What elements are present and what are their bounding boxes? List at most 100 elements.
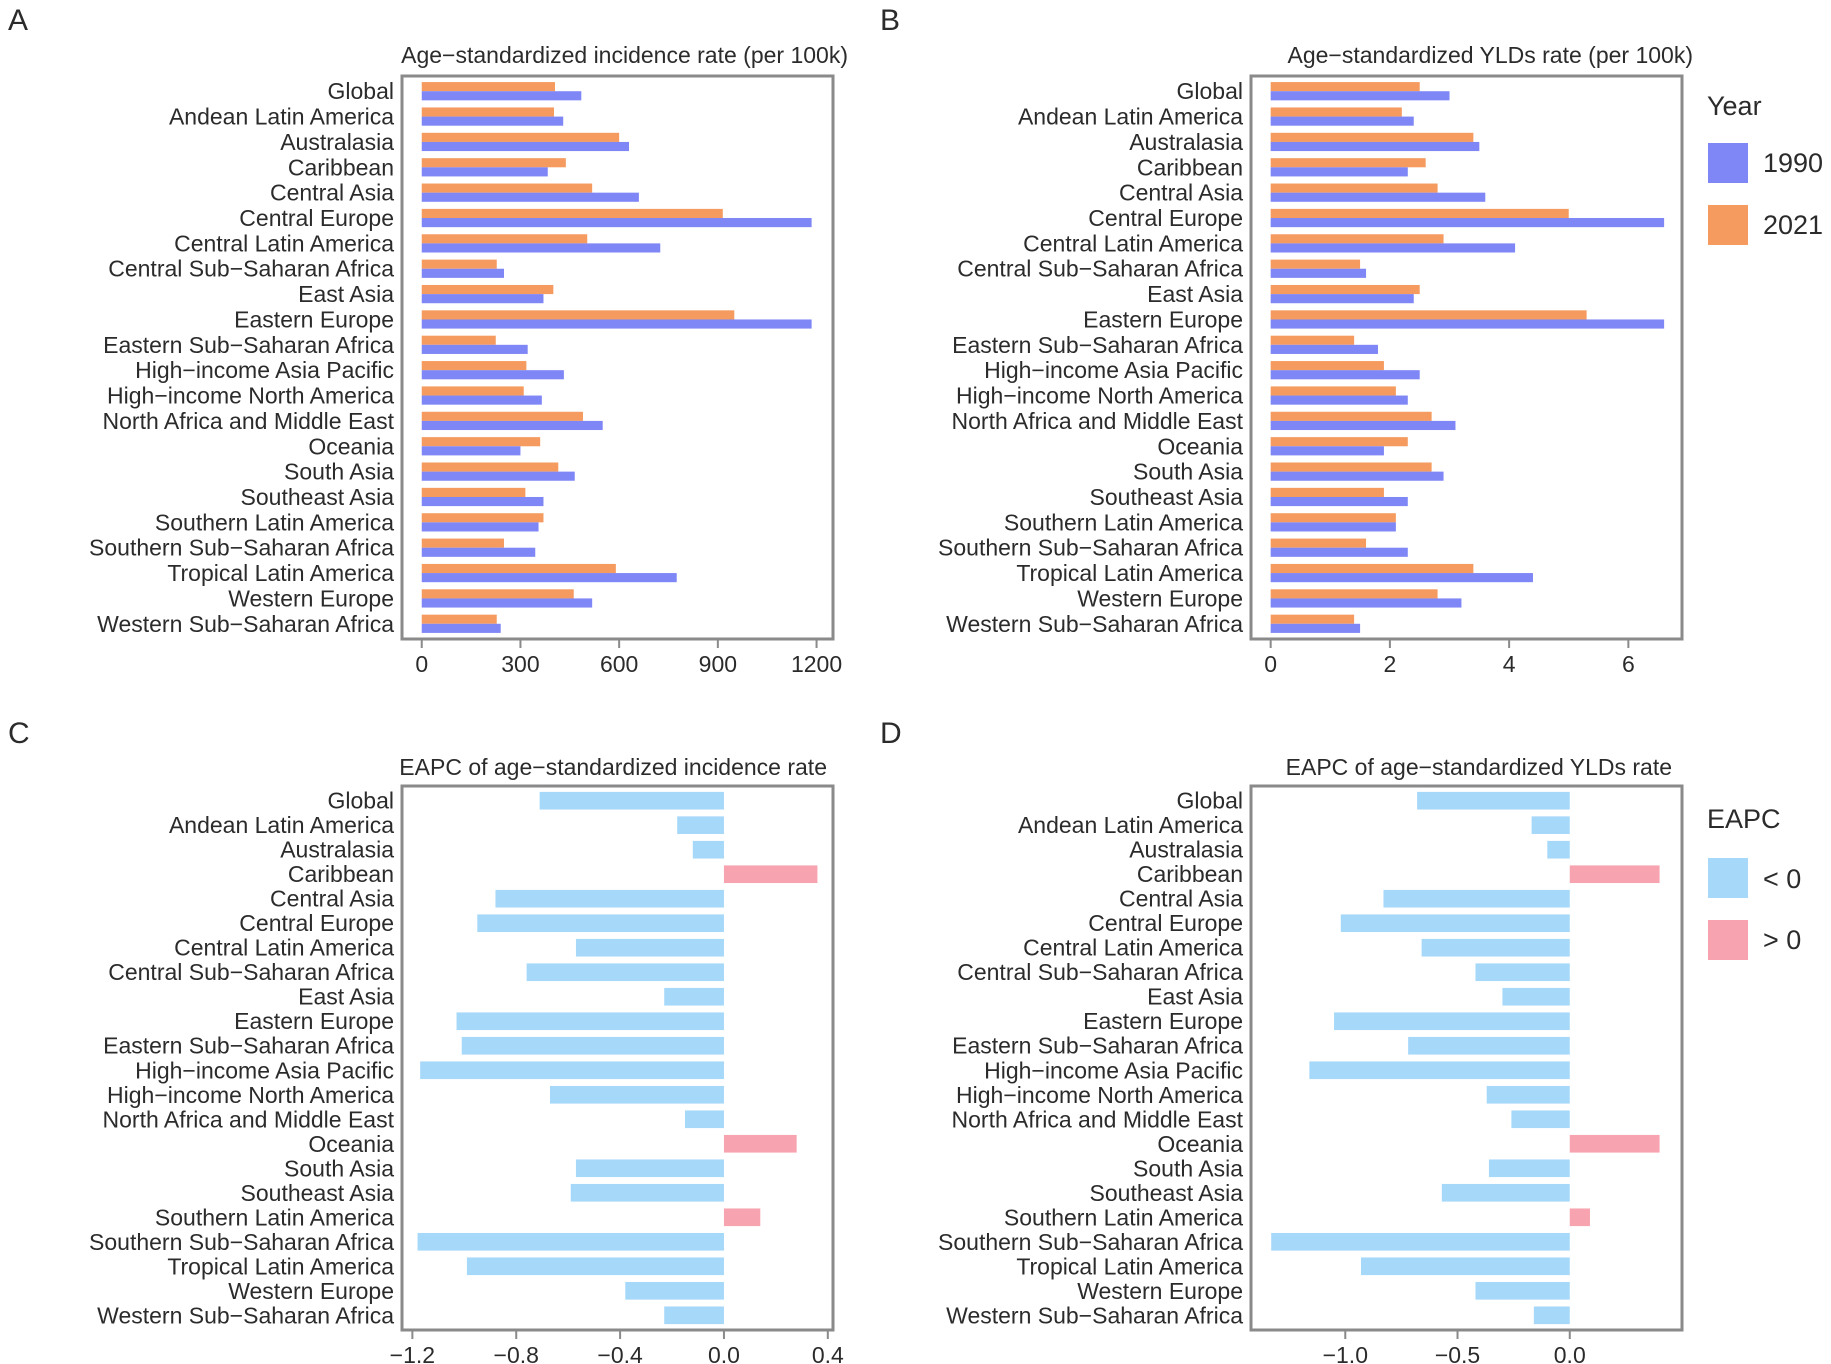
panel-c-category-label: Central Latin America [174,935,394,961]
panel-c-bar-andean-latin-america [677,816,724,835]
eapc-legend-title: EAPC [1707,804,1781,834]
panel-a-bar-2021-southeast-asia [421,487,526,497]
panel-a-category-label: Central Sub−Saharan Africa [108,256,394,282]
panel-c-category-label: High−income Asia Pacific [135,1057,394,1083]
panel-a-bar-1990-high-income-north-america [421,395,542,405]
panel-c-bar-global [539,791,724,810]
panel-b-bar-2021-central-asia [1270,183,1438,193]
panel-d-bar-high-income-north-america [1486,1085,1570,1104]
panel-b-bar-2021-high-income-asia-pacific [1270,361,1384,371]
panel-b-bar-2021-southern-sub-saharan-africa [1270,538,1367,548]
panel-c-title: EAPC of age−standardized incidence rate [399,754,827,780]
panel-b-category-label: Global [1177,78,1243,104]
panel-b-category-label: Central Europe [1088,205,1243,231]
panel-b-bar-2021-andean-latin-america [1270,107,1402,117]
panel-a-category-label: Southern Latin America [155,509,394,535]
panel-b-bar-1990-western-europe [1270,598,1462,608]
panel-a-category-label: Central Latin America [174,230,394,256]
panel-a-bar-2021-central-asia [421,183,593,193]
panel-a-bar-1990-central-latin-america [421,243,661,253]
panel-c-tick-label: −0.8 [494,1342,539,1364]
panel-c-bar-high-income-asia-pacific [420,1061,724,1080]
year-legend: Year 1990 2021 [1707,91,1823,245]
panel-b-category-label: East Asia [1147,281,1243,307]
panel-b: Age−standardized YLDs rate (per 100k) Gl… [938,42,1693,677]
panel-b-bar-1990-southern-sub-saharan-africa [1270,547,1408,557]
panel-a-bar-2021-southern-sub-saharan-africa [421,538,504,548]
panel-d-category-label: Central Sub−Saharan Africa [957,959,1243,985]
panel-d-bar-eastern-sub-saharan-africa [1408,1036,1570,1055]
panel-c-category-label: Andean Latin America [169,812,394,838]
panel-b-category-label: Central Sub−Saharan Africa [957,256,1243,282]
panel-b-bar-2021-western-europe [1270,589,1438,599]
panel-b-category-label: Central Asia [1119,180,1243,206]
panel-d-bar-andean-latin-america [1531,816,1570,835]
panel-b-bar-1990-central-sub-saharan-africa [1270,268,1367,278]
panel-d-category-label: Central Asia [1119,886,1243,912]
panel-d-bar-caribbean [1569,865,1660,884]
eapc-legend: EAPC < 0 > 0 [1707,804,1801,960]
panel-b-bar-2021-caribbean [1270,158,1426,168]
panel-b-bar-2021-central-sub-saharan-africa [1270,259,1361,269]
panel-c-tick-label: −0.4 [597,1342,643,1364]
panel-c-category-label: Southern Sub−Saharan Africa [89,1229,394,1255]
panel-c-bar-caribbean [723,865,818,884]
panel-b-bar-2021-global [1270,82,1420,92]
panel-a-bar-1990-east-asia [421,294,544,304]
legend-label-2021: 2021 [1763,210,1823,240]
panel-c-category-label: Central Sub−Saharan Africa [108,959,394,985]
panel-d-tick-label: 0.0 [1554,1342,1586,1364]
panel-c-bar-central-sub-saharan-africa [526,963,724,982]
panel-a-category-label: Southern Sub−Saharan Africa [89,535,394,561]
panel-a-frame [400,74,835,641]
panel-d-bar-central-asia [1383,889,1570,908]
panel-c-category-label: Central Europe [239,910,394,936]
panel-a-category-label: Caribbean [288,154,394,180]
panel-a-bar-2021-western-europe [421,589,574,599]
panel-a-bar-1990-central-sub-saharan-africa [421,268,504,278]
panel-c-category-label: High−income North America [107,1082,394,1108]
panel-d-bar-tropical-latin-america [1360,1257,1570,1276]
panel-c-bar-western-europe [625,1281,724,1300]
panel-a-bar-1990-australasia [421,141,630,152]
panel-c-category-label: Western Sub−Saharan Africa [97,1302,394,1328]
panel-a-bar-2021-andean-latin-america [421,107,555,117]
panel-a-bar-1990-caribbean [421,167,548,177]
panel-a-category-label: Australasia [280,129,394,155]
panel-letter-a: A [8,4,28,37]
panel-b-bar-2021-south-asia [1270,462,1432,472]
panel-c-bar-central-asia [495,889,724,908]
panel-c-bar-central-europe [477,914,724,933]
panel-c-category-label: Australasia [280,837,394,863]
panel-b-bar-1990-southern-latin-america [1270,522,1396,532]
panel-b-category-label: Southern Latin America [1004,509,1243,535]
panel-b-category-label: Western Europe [1077,585,1243,611]
panel-d-category-label: Central Latin America [1023,935,1243,961]
panel-a-bar-2021-south-asia [421,462,559,472]
panel-a-bar-2021-oceania [421,437,541,447]
panel-b-bar-1990-south-asia [1270,471,1444,481]
panel-b-bar-1990-caribbean [1270,167,1408,177]
panel-d-category-label: Southern Latin America [1004,1204,1243,1230]
panel-a-bar-2021-australasia [421,132,620,142]
panel-d-tick-label: −1.0 [1323,1342,1368,1364]
panel-a-bar-2021-western-sub-saharan-africa [421,614,497,624]
panel-b-bar-1990-central-asia [1270,192,1486,202]
panel-a-bar-1990-eastern-europe [421,319,812,329]
panel-d-category-label: Central Europe [1088,910,1243,936]
panel-a-category-label: Western Sub−Saharan Africa [97,611,394,637]
panel-d-bar-north-africa-and-middle-east [1511,1110,1570,1129]
panel-a-bar-1990-southeast-asia [421,496,544,507]
panel-a-category-label: East Asia [298,281,394,307]
panel-b-bar-2021-eastern-europe [1270,310,1587,320]
panel-d-category-label: Australasia [1129,837,1243,863]
panel-a-category-label: Eastern Europe [234,306,394,332]
panel-d-category-label: East Asia [1147,984,1243,1010]
panel-b-bar-2021-oceania [1270,437,1408,447]
legend-swatch-1990 [1708,143,1748,183]
panel-a-category-label: Global [328,78,394,104]
legend-label-1990: 1990 [1763,148,1823,178]
panel-d-bar-southeast-asia [1441,1183,1570,1202]
panel-c-tick-label: 0.0 [708,1342,740,1364]
